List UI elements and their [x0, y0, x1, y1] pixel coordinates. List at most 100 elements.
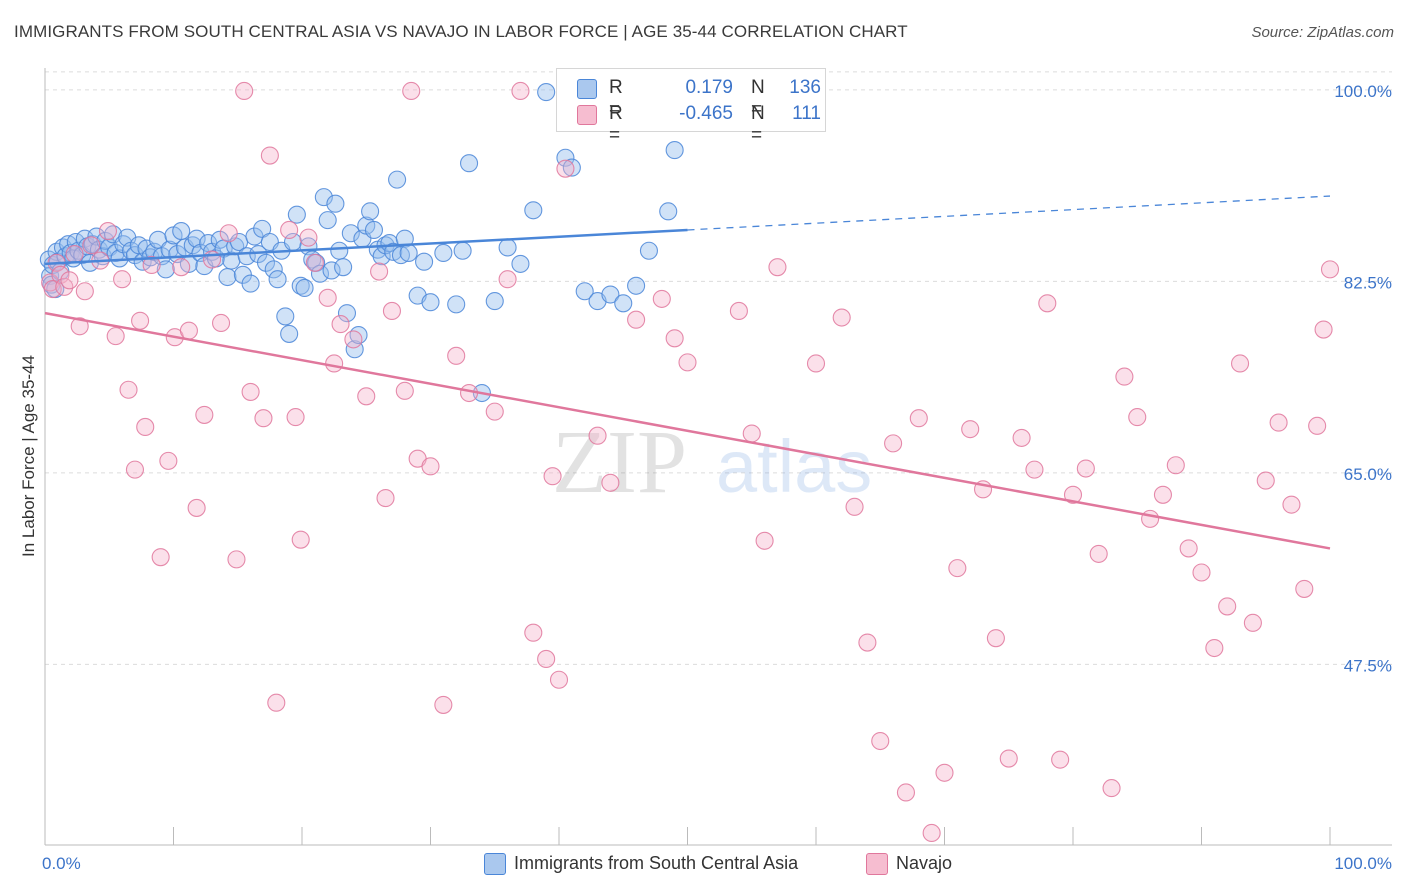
point-south-central-asia [318, 211, 337, 230]
point-navajo [219, 224, 238, 243]
point-navajo [961, 420, 980, 439]
point-south-central-asia [280, 324, 299, 343]
point-navajo [1051, 750, 1070, 769]
point-south-central-asia [447, 295, 466, 314]
point-south-central-asia [326, 194, 345, 213]
point-navajo [1115, 367, 1134, 386]
point-navajo [498, 270, 517, 289]
point-navajo [1320, 260, 1340, 279]
trendline-south-central-asia-extension [687, 195, 1331, 231]
point-navajo [1063, 485, 1083, 504]
point-south-central-asia [562, 158, 581, 177]
point-south-central-asia [322, 261, 341, 280]
point-navajo [845, 497, 864, 516]
point-navajo [832, 308, 851, 327]
point-south-central-asia [421, 293, 440, 312]
tick-labels: 47.5% 65.0% 82.5% 100.0% 0.0% 100.0% [42, 82, 1392, 873]
legend-r-label: R = [609, 77, 623, 120]
point-south-central-asia [268, 270, 287, 289]
point-navajo [1153, 485, 1172, 504]
point-navajo [1012, 428, 1031, 447]
point-south-central-asia [639, 241, 659, 260]
point-navajo [151, 548, 170, 567]
point-navajo [1256, 471, 1275, 490]
legend-n-label: N = [751, 103, 765, 146]
point-navajo [136, 417, 155, 437]
bottom-legend-label: Navajo [896, 853, 953, 873]
point-navajo [909, 409, 928, 428]
point-south-central-asia [395, 229, 414, 248]
point-navajo [884, 434, 903, 453]
point-navajo [588, 426, 607, 445]
trend-lines [44, 195, 1331, 550]
point-navajo [1076, 459, 1095, 478]
point-navajo [291, 530, 310, 549]
legend-n-label: N = [751, 77, 765, 120]
point-navajo [51, 265, 70, 284]
point-navajo [1243, 613, 1262, 632]
point-south-central-asia [310, 264, 330, 283]
legend-r-value: 0.179 [685, 77, 733, 98]
point-south-central-asia [361, 202, 380, 221]
point-navajo [70, 317, 89, 336]
point-navajo [241, 382, 260, 401]
point-navajo [543, 467, 562, 486]
point-navajo [652, 289, 671, 308]
x-tick-label: 100.0% [1334, 854, 1392, 873]
point-navajo [999, 749, 1018, 768]
point-navajo [254, 409, 273, 428]
point-south-central-asia [364, 220, 384, 240]
point-navajo [395, 381, 414, 400]
point-navajo [280, 220, 299, 240]
point-south-central-asia [218, 267, 237, 287]
point-south-central-asia [264, 260, 283, 279]
point-south-central-asia [314, 188, 333, 207]
point-navajo [331, 315, 350, 334]
point-navajo [1205, 638, 1224, 658]
point-navajo [986, 629, 1005, 648]
point-navajo [549, 670, 569, 689]
watermark: ZIP atlas [552, 413, 872, 512]
point-south-central-asia [341, 224, 360, 243]
point-navajo [447, 346, 466, 365]
point-navajo [235, 81, 254, 101]
point-south-central-asia [665, 141, 684, 160]
legend-swatch-pink [577, 105, 597, 125]
point-navajo [267, 693, 286, 712]
point-navajo [556, 159, 575, 178]
point-navajo [948, 559, 967, 578]
point-navajo [227, 550, 246, 569]
legend-n-value: 136 [789, 77, 821, 98]
point-south-central-asia [156, 260, 175, 279]
point-navajo [768, 258, 787, 277]
point-navajo [131, 311, 150, 330]
point-navajo [665, 329, 684, 348]
point-navajo [344, 330, 363, 349]
point-navajo [742, 424, 761, 443]
point-navajo [1089, 544, 1108, 563]
trendline-south-central-asia [44, 228, 688, 266]
bottom-legend-swatch-blue [484, 853, 506, 875]
point-south-central-asia [614, 294, 633, 313]
point-navajo [113, 270, 132, 289]
point-navajo [357, 387, 376, 406]
point-navajo [922, 823, 941, 843]
point-navajo [382, 301, 402, 320]
point-navajo [1179, 539, 1198, 558]
point-south-central-asia [287, 205, 306, 224]
point-navajo [729, 301, 748, 320]
point-navajo [179, 321, 198, 340]
point-navajo [1128, 408, 1147, 427]
point-navajo [871, 731, 890, 751]
point-navajo [1308, 416, 1327, 435]
trendline-navajo [44, 311, 1331, 550]
point-navajo [858, 633, 877, 652]
point-navajo [187, 498, 206, 517]
point-navajo [511, 81, 530, 101]
point-navajo [82, 236, 101, 255]
point-navajo [755, 531, 774, 550]
point-navajo [524, 623, 543, 642]
y-tick-label: 82.5% [1344, 273, 1392, 292]
point-south-central-asia [485, 292, 504, 311]
